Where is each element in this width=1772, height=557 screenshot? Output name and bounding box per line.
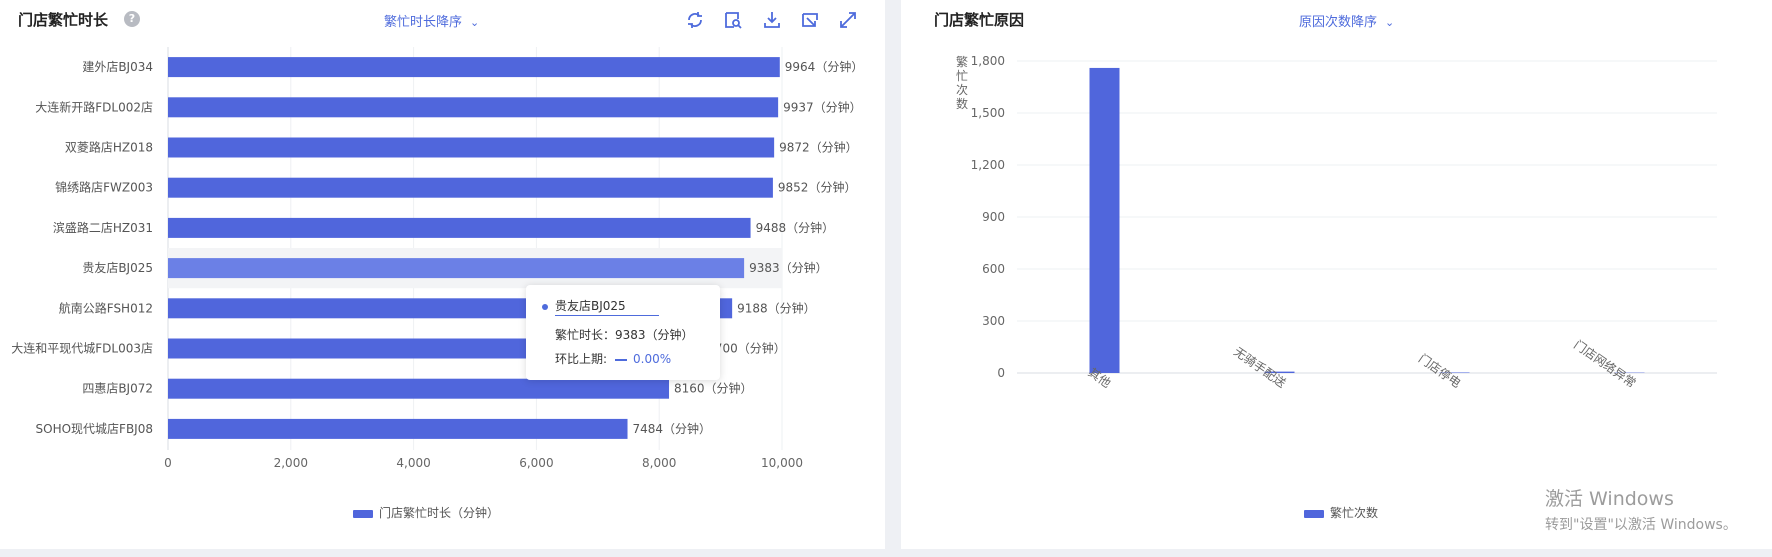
chart-legend[interactable]: 繁忙次数 (1304, 504, 1378, 521)
flat-trend-icon (615, 358, 628, 361)
bar (168, 258, 745, 279)
bar-value-label: 7484（分钟） (633, 421, 712, 436)
y-category-label: 大连新开路FDL002店 (35, 99, 153, 114)
legend-label: 繁忙次数 (1330, 506, 1379, 520)
watermark-line2: 转到"设置"以激活 Windows。 (1545, 517, 1737, 533)
tooltip-duration: 繁忙时长：9383（分钟） (555, 328, 694, 342)
x-tick-label: 2,000 (274, 456, 308, 470)
bar (168, 97, 779, 118)
chart-legend[interactable]: 门店繁忙时长（分钟） (353, 504, 499, 521)
x-category-label: 无骑手配送 (1231, 344, 1289, 391)
y-category-label: 锦绣路店FWZ003 (55, 180, 153, 195)
x-tick-label: 10,000 (761, 456, 803, 470)
bar-value-label: 8160（分钟） (674, 381, 753, 396)
y-tick-label: 300 (982, 314, 1005, 328)
y-tick-label: 0 (997, 366, 1005, 380)
bar (1264, 371, 1295, 373)
fullscreen-icon[interactable] (837, 9, 859, 31)
tooltip-compare-value: 0.00% (633, 352, 672, 366)
bar-value-label: 9488（分钟） (756, 220, 835, 235)
bar (168, 137, 775, 158)
y-tick-label: 1,500 (971, 106, 1005, 120)
y-tick-label: 600 (982, 262, 1005, 276)
x-tick-label: 6,000 (519, 456, 553, 470)
bar (168, 177, 773, 198)
tooltip-compare: 环比上期: 0.00% (555, 350, 671, 367)
bar-value-label: 8700（分钟） (707, 341, 786, 356)
bar-value-label: 9872（分钟） (779, 140, 858, 155)
bar-value-label: 9852（分钟） (778, 180, 857, 195)
y-axis-title: 繁忙次数 (956, 54, 968, 111)
watermark-line1: 激活 Windows (1545, 488, 1674, 510)
panel-title: 门店繁忙时长 (18, 11, 109, 29)
sort-label: 繁忙时长降序 (384, 15, 463, 30)
busy-duration-chart: 0 2,000 4,000 6,000 8,000 10,000 建外店BJ034 9964（… (11, 47, 864, 470)
legend-swatch (353, 509, 373, 518)
y-category-label: 四惠店BJ072 (82, 382, 153, 396)
y-category-label: 滨盛路二店HZ031 (53, 220, 153, 235)
y-category-label: 建外店BJ034 (82, 60, 153, 74)
x-category-label: 门店网络异常 (1571, 337, 1639, 391)
chevron-down-icon: ⌄ (470, 16, 480, 29)
bar-value-label: 9188（分钟） (737, 300, 816, 315)
store-busy-reason-panel: 门店繁忙原因 原因次数降序 ⌄ 0 300 600 900 1,200 1,500 1,800… (901, 0, 1772, 549)
x-category-label: 门店停电 (1416, 351, 1464, 391)
restore-icon[interactable] (799, 9, 821, 31)
bar (168, 418, 628, 439)
x-tick-label: 4,000 (396, 456, 430, 470)
question-icon[interactable]: ? (124, 11, 140, 27)
sort-dropdown[interactable]: 原因次数降序 ⌄ (1299, 11, 1394, 30)
bar-value-label: 9964（分钟） (785, 59, 864, 74)
chart-tooltip: 贵友店BJ025 繁忙时长：9383（分钟） 环比上期: 0.00% (526, 285, 720, 380)
tooltip-compare-label: 环比上期: (555, 352, 608, 366)
bar (1439, 372, 1470, 373)
y-tick-label: 1,200 (971, 158, 1005, 172)
bar (168, 378, 670, 399)
x-tick-label: 0 (164, 456, 172, 470)
y-category-label: SOHO现代城店FBJ08 (36, 422, 153, 436)
series-dot (542, 304, 548, 310)
refresh-icon[interactable] (684, 9, 706, 31)
bar-value-label: 9937（分钟） (783, 99, 862, 114)
y-tick-label: 1,800 (971, 54, 1005, 68)
bar (168, 217, 751, 238)
tooltip-store: 贵友店BJ025 (555, 297, 659, 316)
legend-label: 门店繁忙时长（分钟） (379, 506, 500, 520)
download-icon[interactable] (761, 9, 783, 31)
x-tick-label: 8,000 (642, 456, 676, 470)
bar (168, 57, 780, 78)
y-category-label: 贵友店BJ025 (82, 261, 153, 275)
chevron-down-icon: ⌄ (1385, 16, 1395, 29)
legend-swatch (1304, 509, 1324, 518)
sort-dropdown[interactable]: 繁忙时长降序 ⌄ (384, 11, 479, 30)
y-category-label: 航南公路FSH012 (59, 300, 153, 315)
panel-title: 门店繁忙原因 (934, 11, 1025, 29)
store-busy-duration-panel: 门店繁忙时长 ? 繁忙时长降序 ⌄ 0 2,000 4,000 6,000 8,000 10… (0, 0, 885, 549)
zoom-view-icon[interactable] (722, 9, 744, 31)
bar-value-label: 9383（分钟） (749, 260, 828, 275)
y-tick-label: 900 (982, 210, 1005, 224)
bar (1089, 67, 1120, 373)
y-category-label: 双菱路店HZ018 (65, 140, 153, 155)
windows-activation-watermark: 激活 Windows 转到"设置"以激活 Windows。 (1545, 484, 1737, 534)
sort-label: 原因次数降序 (1299, 15, 1378, 30)
y-category-label: 大连和平现代城FDL003店 (11, 341, 153, 356)
